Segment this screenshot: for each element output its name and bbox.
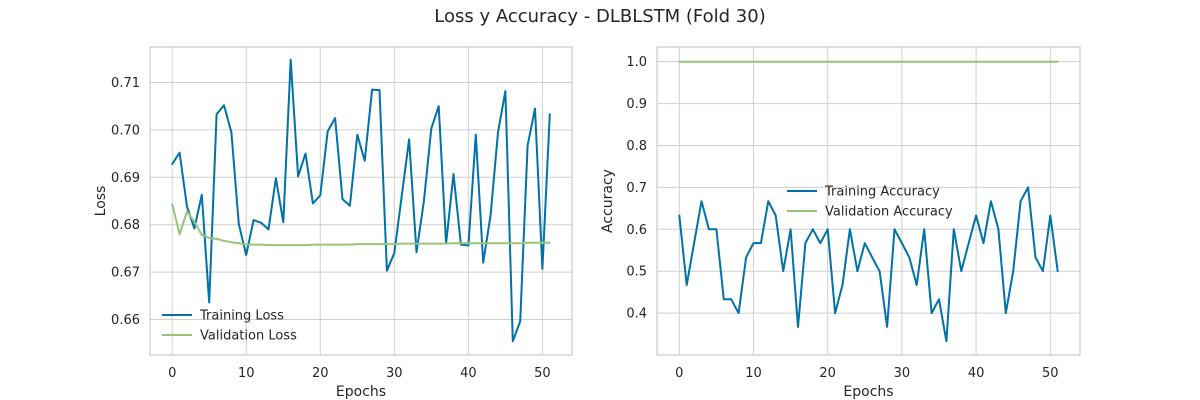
legend-label: Validation Loss xyxy=(200,329,297,344)
x-tick-label: 20 xyxy=(312,366,329,381)
x-tick-label: 10 xyxy=(238,366,255,381)
training-accuracy-line xyxy=(678,186,1059,343)
validation-loss-line xyxy=(171,203,551,247)
x-tick-label: 30 xyxy=(386,366,403,381)
legend: Training Accuracy Validation Accuracy xyxy=(787,185,953,220)
legend-label: Validation Accuracy xyxy=(825,205,953,220)
plot-frame xyxy=(656,46,1081,356)
x-axis-label: Epochs xyxy=(336,384,386,400)
y-tick-label: 0.4 xyxy=(626,307,647,322)
y-tick-label: 1.0 xyxy=(626,55,647,70)
legend: Training Loss Validation Loss xyxy=(162,309,297,344)
x-tick-label: 40 xyxy=(460,366,477,381)
x-tick-label: 0 xyxy=(168,366,176,381)
y-tick-label: 0.66 xyxy=(111,313,140,328)
y-tick-label: 0.9 xyxy=(626,97,647,112)
training-loss-line xyxy=(171,58,551,343)
x-tick-label: 30 xyxy=(894,366,911,381)
y-tick-label: 0.8 xyxy=(626,139,647,154)
x-axis-label: Epochs xyxy=(843,384,893,400)
y-tick-label: 0.68 xyxy=(111,218,140,233)
figure-title: Loss y Accuracy - DLBLSTM (Fold 30) xyxy=(434,6,766,27)
x-tick-label: 50 xyxy=(534,366,551,381)
y-tick-label: 0.71 xyxy=(111,76,140,91)
y-tick-label: 0.70 xyxy=(111,123,140,138)
y-axis-label: Accuracy xyxy=(600,169,616,233)
y-tick-label: 0.67 xyxy=(111,266,140,281)
x-tick-label: 50 xyxy=(1042,366,1059,381)
x-tick-label: 20 xyxy=(819,366,836,381)
x-tick-label: 10 xyxy=(745,366,762,381)
plot-background xyxy=(657,47,1080,355)
legend-label: Training Loss xyxy=(199,309,284,324)
plot-background xyxy=(150,47,572,355)
y-axis-label: Loss xyxy=(93,186,109,217)
plot-frame xyxy=(149,46,573,356)
x-tick-label: 0 xyxy=(675,366,683,381)
x-tick-label: 40 xyxy=(968,366,985,381)
y-tick-label: 0.7 xyxy=(626,181,647,196)
y-tick-label: 0.69 xyxy=(111,171,140,186)
y-tick-label: 0.5 xyxy=(626,265,647,280)
y-tick-label: 0.6 xyxy=(626,223,647,238)
legend-label: Training Accuracy xyxy=(824,185,940,200)
